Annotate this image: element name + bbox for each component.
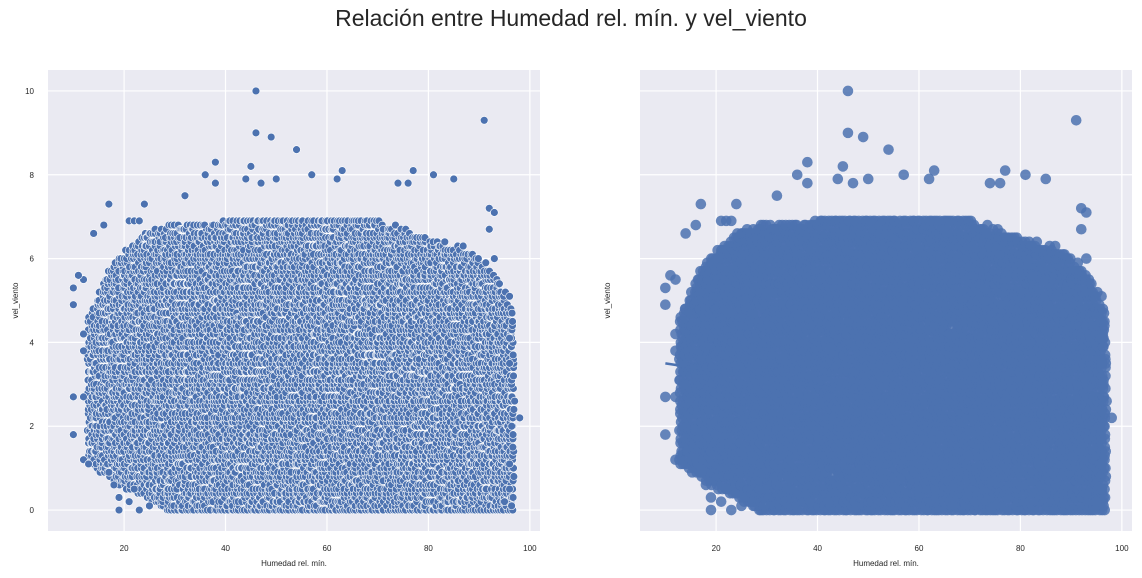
data-points [69,86,524,515]
figure-title: Relación entre Humedad rel. mín. y vel_v… [335,5,807,31]
